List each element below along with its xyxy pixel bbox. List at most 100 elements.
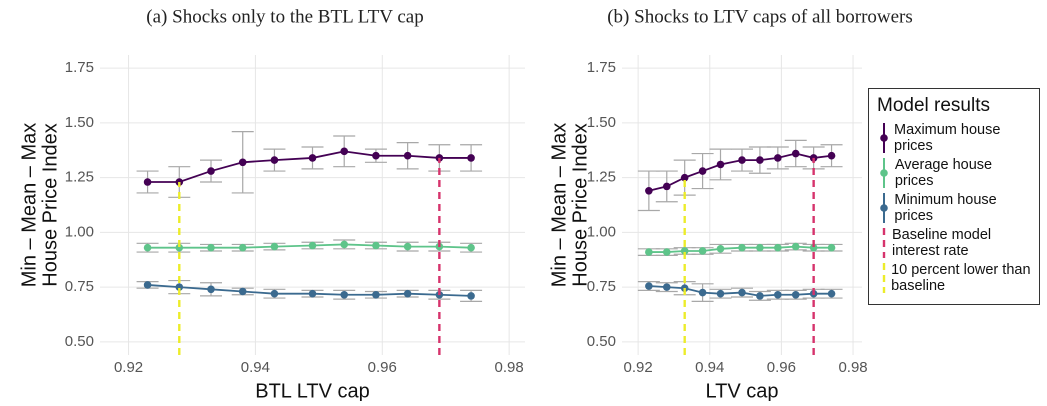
data-point: [143, 243, 152, 252]
legend-glyph: [882, 263, 886, 293]
y-tick-label: 1.25: [65, 169, 94, 186]
data-point: [680, 173, 689, 182]
data-point: [827, 151, 836, 160]
data-point: [662, 182, 671, 191]
data-point: [270, 242, 279, 251]
data-point: [403, 151, 412, 160]
data-point: [756, 243, 764, 252]
y-tick-label: 1.00: [587, 223, 616, 240]
data-point: [645, 282, 653, 290]
data-point: [827, 289, 836, 298]
data-point: [738, 156, 746, 164]
data-point: [738, 288, 746, 297]
data-point: [645, 186, 653, 195]
data-point: [207, 243, 215, 252]
x-tick-label: 0.92: [624, 359, 653, 376]
data-point: [340, 290, 349, 299]
data-point: [270, 156, 279, 164]
y-tick-label: 1.75: [587, 59, 616, 76]
data-point: [662, 248, 671, 256]
x-tick-label: 0.96: [767, 359, 796, 376]
data-point: [662, 283, 671, 291]
data-point: [698, 167, 707, 175]
data-point: [716, 289, 725, 298]
data-point: [308, 241, 317, 250]
data-point: [308, 289, 317, 298]
data-point: [340, 240, 349, 249]
data-point: [791, 149, 800, 158]
x-tick-label: 0.94: [695, 359, 724, 376]
x-tick-label: 0.98: [495, 359, 524, 376]
data-point: [680, 247, 689, 255]
data-point: [774, 243, 782, 252]
data-point: [207, 285, 215, 294]
data-point: [791, 290, 800, 299]
legend-entry: 10 percent lower than baseline: [877, 261, 1033, 295]
y-tick-label: 0.75: [65, 278, 94, 295]
data-point: [175, 283, 184, 291]
y-axis-title: Min – Mean – Max: [548, 123, 570, 288]
data-point: [238, 243, 247, 252]
data-point: [467, 292, 475, 300]
data-point: [467, 243, 475, 252]
legend-label: 10 percent lower than baseline: [891, 262, 1031, 294]
legend-label: Baseline model interest rate: [891, 227, 992, 259]
data-point: [308, 154, 317, 162]
data-point: [175, 243, 184, 252]
y-axis-title: Min – Mean – Max: [18, 123, 40, 288]
legend-glyph: [882, 228, 886, 258]
data-point: [756, 156, 764, 164]
legend-glyph: [880, 158, 888, 188]
data-point: [238, 287, 247, 296]
y-tick-label: 1.50: [587, 114, 616, 131]
data-point: [143, 281, 152, 289]
legend-label: Maximum house prices: [894, 122, 1001, 154]
data-point: [774, 154, 782, 162]
y-tick-label: 1.50: [65, 114, 94, 131]
legend-entry: Minimum house prices: [877, 191, 1033, 225]
data-point: [467, 154, 475, 162]
legend-glyph: [880, 193, 888, 223]
data-point: [372, 290, 380, 299]
y-tick-label: 0.50: [587, 333, 616, 350]
x-tick-label: 0.98: [838, 359, 867, 376]
data-point: [716, 160, 725, 169]
data-point: [340, 147, 349, 156]
legend-glyph: [880, 123, 888, 153]
data-point: [372, 241, 380, 250]
x-axis-title: LTV cap: [706, 380, 779, 401]
x-axis-title: BTL LTV cap: [255, 380, 370, 401]
legend-title: Model results: [877, 95, 990, 116]
legend-entry: Average house prices: [877, 156, 1033, 190]
data-point: [698, 288, 707, 297]
data-point: [143, 178, 152, 186]
y-tick-label: 0.75: [587, 278, 616, 295]
y-tick-label: 1.25: [587, 169, 616, 186]
data-point: [756, 292, 764, 300]
y-axis-title: House Price Index: [569, 123, 591, 286]
y-tick-label: 1.00: [65, 223, 94, 240]
data-point: [403, 289, 412, 298]
x-tick-label: 0.94: [241, 359, 270, 376]
legend: Model results Maximum house prices Averag…: [868, 88, 1040, 305]
data-point: [403, 242, 412, 251]
y-tick-label: 0.50: [65, 333, 94, 350]
data-point: [238, 158, 247, 167]
legend-label: Minimum house prices: [894, 192, 997, 224]
data-point: [270, 289, 279, 298]
data-point: [827, 243, 836, 252]
legend-label: Average house prices: [894, 157, 993, 189]
data-point: [645, 248, 653, 256]
data-point: [738, 243, 746, 252]
data-point: [791, 242, 800, 251]
data-point: [207, 167, 215, 175]
legend-entry: Maximum house prices: [877, 121, 1033, 155]
chart-title: (a) Shocks only to the BTL LTV cap: [146, 6, 423, 27]
data-point: [716, 244, 725, 253]
data-point: [809, 243, 818, 252]
chart-title: (b) Shocks to LTV caps of all borrowers: [607, 6, 913, 27]
y-tick-label: 1.75: [65, 59, 94, 76]
data-point: [372, 151, 380, 160]
